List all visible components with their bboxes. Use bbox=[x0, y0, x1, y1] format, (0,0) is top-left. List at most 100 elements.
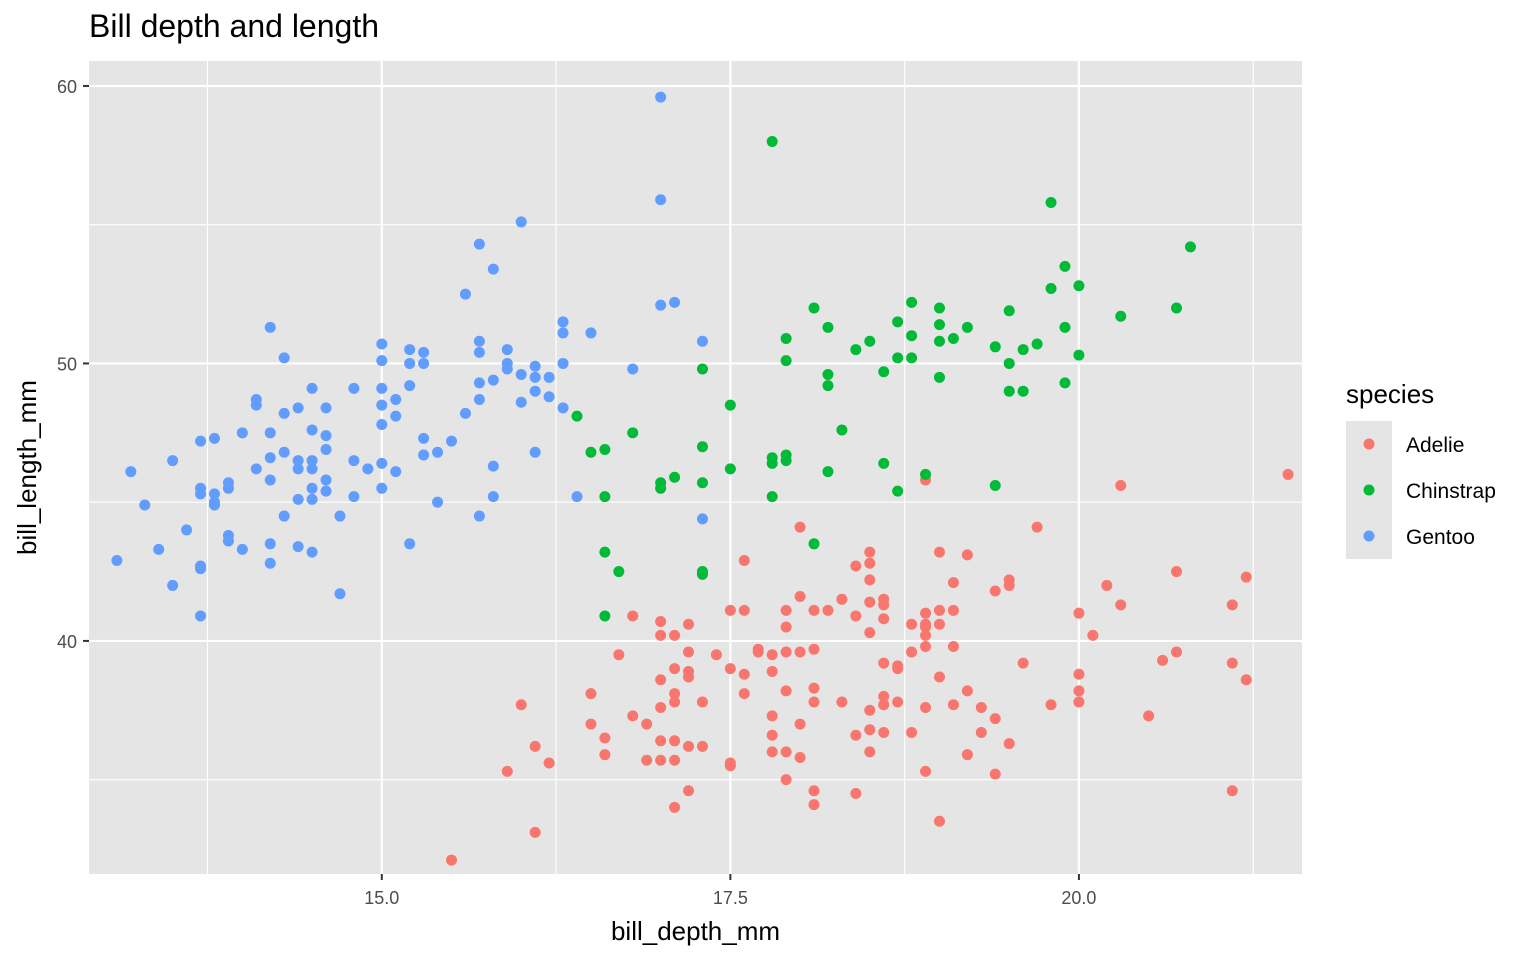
data-point-gentoo bbox=[153, 543, 165, 555]
legend-swatch-adelie bbox=[1363, 438, 1375, 450]
data-point-adelie bbox=[766, 746, 778, 758]
data-point-gentoo bbox=[459, 288, 471, 300]
data-point-adelie bbox=[933, 604, 945, 616]
data-point-adelie bbox=[864, 557, 876, 569]
data-point-adelie bbox=[808, 604, 820, 616]
data-point-gentoo bbox=[320, 485, 332, 497]
data-point-gentoo bbox=[306, 455, 318, 467]
data-point-adelie bbox=[613, 649, 625, 661]
data-point-gentoo bbox=[376, 482, 388, 494]
data-point-chinstrap bbox=[1073, 349, 1085, 361]
data-point-gentoo bbox=[306, 482, 318, 494]
data-point-adelie bbox=[906, 726, 918, 738]
data-point-adelie bbox=[878, 699, 890, 711]
data-point-adelie bbox=[933, 546, 945, 558]
data-point-adelie bbox=[585, 688, 597, 700]
data-point-gentoo bbox=[627, 363, 639, 375]
data-point-gentoo bbox=[557, 327, 569, 339]
data-point-adelie bbox=[766, 729, 778, 741]
data-point-adelie bbox=[529, 740, 541, 752]
data-point-gentoo bbox=[404, 357, 416, 369]
data-point-adelie bbox=[641, 754, 653, 766]
data-point-gentoo bbox=[195, 435, 207, 447]
data-point-adelie bbox=[780, 646, 792, 658]
data-point-adelie bbox=[780, 774, 792, 786]
data-point-adelie bbox=[947, 640, 959, 652]
data-point-adelie bbox=[669, 629, 681, 641]
data-point-chinstrap bbox=[696, 568, 708, 580]
data-point-adelie bbox=[864, 596, 876, 608]
data-point-adelie bbox=[1240, 674, 1252, 686]
data-point-adelie bbox=[780, 685, 792, 697]
data-point-adelie bbox=[529, 826, 541, 838]
data-point-gentoo bbox=[334, 588, 346, 600]
data-point-gentoo bbox=[278, 510, 290, 522]
data-point-chinstrap bbox=[655, 482, 667, 494]
data-point-chinstrap bbox=[878, 366, 890, 378]
data-point-adelie bbox=[933, 815, 945, 827]
data-point-gentoo bbox=[529, 360, 541, 372]
data-point-gentoo bbox=[292, 463, 304, 475]
data-point-adelie bbox=[1073, 607, 1085, 619]
legend-swatch-gentoo bbox=[1363, 530, 1375, 542]
data-point-adelie bbox=[1087, 629, 1099, 641]
data-point-gentoo bbox=[376, 457, 388, 469]
data-point-gentoo bbox=[655, 91, 667, 103]
data-point-adelie bbox=[864, 627, 876, 639]
data-point-adelie bbox=[864, 704, 876, 716]
data-point-adelie bbox=[878, 613, 890, 625]
data-point-adelie bbox=[710, 649, 722, 661]
data-point-chinstrap bbox=[1059, 321, 1071, 333]
data-point-gentoo bbox=[264, 557, 276, 569]
data-point-adelie bbox=[669, 735, 681, 747]
data-point-chinstrap bbox=[1003, 305, 1015, 317]
data-point-gentoo bbox=[320, 443, 332, 455]
legend-label-adelie: Adelie bbox=[1406, 434, 1464, 457]
data-point-chinstrap bbox=[878, 457, 890, 469]
data-point-gentoo bbox=[292, 455, 304, 467]
data-point-gentoo bbox=[669, 296, 681, 308]
data-point-adelie bbox=[989, 585, 1001, 597]
data-point-gentoo bbox=[529, 385, 541, 397]
data-point-adelie bbox=[836, 696, 848, 708]
data-point-adelie bbox=[599, 749, 611, 761]
x-tick-label: 20.0 bbox=[1061, 888, 1096, 908]
data-point-gentoo bbox=[515, 369, 527, 381]
data-point-gentoo bbox=[264, 452, 276, 464]
data-point-chinstrap bbox=[906, 296, 918, 308]
data-point-adelie bbox=[1115, 599, 1127, 611]
data-point-adelie bbox=[780, 746, 792, 758]
data-point-chinstrap bbox=[892, 352, 904, 364]
data-point-adelie bbox=[738, 668, 750, 680]
data-point-gentoo bbox=[376, 382, 388, 394]
data-point-adelie bbox=[669, 754, 681, 766]
data-point-adelie bbox=[878, 657, 890, 669]
y-axis-title: bill_length_mm bbox=[12, 380, 42, 555]
data-point-gentoo bbox=[655, 299, 667, 311]
data-point-adelie bbox=[683, 740, 695, 752]
data-point-gentoo bbox=[208, 499, 220, 511]
data-point-adelie bbox=[1171, 566, 1183, 578]
data-point-chinstrap bbox=[1115, 310, 1127, 322]
data-point-adelie bbox=[669, 801, 681, 813]
data-point-chinstrap bbox=[1031, 338, 1043, 350]
data-point-chinstrap bbox=[892, 316, 904, 328]
data-point-adelie bbox=[655, 735, 667, 747]
data-point-gentoo bbox=[459, 407, 471, 419]
data-point-gentoo bbox=[418, 346, 430, 358]
data-point-adelie bbox=[794, 521, 806, 533]
data-point-adelie bbox=[1157, 654, 1169, 666]
data-point-adelie bbox=[864, 724, 876, 736]
data-point-gentoo bbox=[306, 546, 318, 558]
data-point-gentoo bbox=[696, 335, 708, 347]
data-point-adelie bbox=[766, 665, 778, 677]
data-point-adelie bbox=[878, 726, 890, 738]
data-point-gentoo bbox=[348, 491, 360, 503]
data-point-adelie bbox=[961, 549, 973, 561]
data-point-chinstrap bbox=[599, 491, 611, 503]
data-point-gentoo bbox=[292, 541, 304, 553]
data-point-gentoo bbox=[418, 449, 430, 461]
data-point-adelie bbox=[738, 604, 750, 616]
data-point-adelie bbox=[627, 610, 639, 622]
